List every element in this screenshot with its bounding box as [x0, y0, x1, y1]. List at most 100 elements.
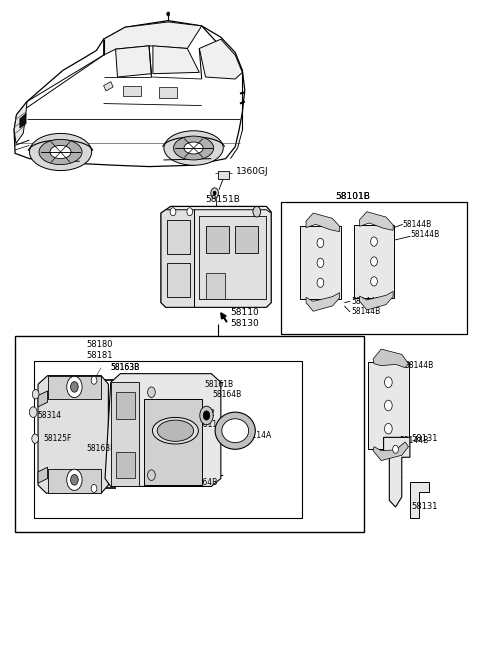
Text: 58164B: 58164B [189, 478, 218, 487]
Circle shape [148, 470, 156, 481]
Ellipse shape [164, 131, 223, 166]
Ellipse shape [184, 142, 203, 154]
Ellipse shape [29, 134, 92, 171]
Circle shape [187, 207, 192, 215]
Ellipse shape [173, 136, 214, 160]
Circle shape [211, 188, 218, 198]
Circle shape [317, 258, 324, 267]
Polygon shape [20, 114, 26, 128]
Circle shape [91, 376, 97, 384]
Polygon shape [410, 482, 429, 518]
Polygon shape [111, 382, 140, 487]
Polygon shape [306, 293, 339, 311]
Ellipse shape [50, 146, 71, 159]
Text: 58130: 58130 [230, 319, 259, 328]
Ellipse shape [157, 420, 193, 442]
Bar [354, 225, 395, 298]
Circle shape [32, 434, 38, 444]
Ellipse shape [222, 419, 249, 443]
Text: 58144B: 58144B [405, 361, 434, 370]
Text: 58131: 58131 [411, 434, 438, 443]
Polygon shape [194, 209, 271, 307]
Circle shape [200, 406, 213, 425]
Bar [144, 399, 202, 485]
Polygon shape [384, 438, 410, 507]
Text: 58144B: 58144B [403, 220, 432, 229]
Polygon shape [48, 469, 101, 493]
Ellipse shape [153, 418, 198, 444]
Polygon shape [38, 467, 48, 483]
Circle shape [32, 390, 39, 399]
Bar [300, 226, 341, 299]
Polygon shape [360, 211, 393, 230]
Text: 58131: 58131 [411, 502, 438, 511]
Text: 58181: 58181 [86, 350, 112, 360]
Polygon shape [153, 46, 199, 74]
Polygon shape [116, 46, 152, 77]
Bar [116, 392, 135, 419]
Text: 58163B: 58163B [86, 444, 115, 453]
Text: 58125F: 58125F [44, 434, 72, 443]
Bar [205, 273, 225, 299]
Polygon shape [48, 376, 101, 399]
Text: 58151B: 58151B [205, 196, 240, 204]
Text: 58113: 58113 [198, 420, 222, 428]
Polygon shape [306, 213, 339, 231]
Bar [167, 263, 190, 297]
Text: 58110: 58110 [230, 308, 259, 317]
Polygon shape [105, 374, 221, 487]
Text: 58101B: 58101B [336, 192, 371, 201]
Polygon shape [373, 442, 408, 461]
Polygon shape [14, 102, 27, 144]
Bar [34, 361, 302, 518]
Circle shape [317, 238, 324, 247]
Bar [368, 362, 408, 449]
Text: 58101B: 58101B [336, 192, 371, 201]
Circle shape [393, 446, 398, 454]
Bar [205, 226, 228, 253]
Bar [158, 87, 177, 98]
Circle shape [317, 278, 324, 287]
Polygon shape [104, 22, 202, 55]
Text: 58112: 58112 [191, 409, 215, 418]
Text: 58161B: 58161B [204, 380, 233, 389]
Bar [235, 226, 258, 253]
Text: 58162B: 58162B [174, 467, 204, 476]
Text: 58144B: 58144B [351, 307, 380, 317]
Bar [116, 452, 135, 479]
Circle shape [91, 485, 97, 492]
Circle shape [371, 237, 377, 246]
Circle shape [203, 411, 210, 420]
Ellipse shape [215, 412, 255, 450]
Circle shape [371, 277, 377, 286]
Circle shape [67, 376, 82, 398]
Circle shape [71, 382, 78, 392]
Text: 58125C: 58125C [72, 388, 101, 397]
Text: 1360GJ: 1360GJ [236, 168, 269, 176]
Polygon shape [373, 349, 408, 368]
Circle shape [148, 387, 156, 398]
Text: 58164B: 58164B [213, 390, 242, 400]
Bar [123, 86, 141, 96]
Circle shape [253, 206, 261, 217]
Circle shape [371, 257, 377, 266]
Circle shape [29, 407, 37, 418]
Polygon shape [104, 82, 113, 91]
Circle shape [67, 469, 82, 491]
Text: 58144B: 58144B [410, 231, 440, 239]
Bar [167, 219, 190, 254]
Polygon shape [161, 206, 271, 307]
Text: 58144B: 58144B [351, 297, 380, 306]
Bar [217, 171, 229, 178]
Polygon shape [14, 21, 245, 167]
Circle shape [167, 12, 169, 16]
Text: 58163B: 58163B [111, 363, 140, 372]
Text: 58314: 58314 [37, 411, 61, 420]
Text: 58180: 58180 [86, 340, 112, 349]
Circle shape [213, 191, 216, 195]
Bar [281, 201, 468, 334]
Circle shape [384, 377, 392, 388]
Circle shape [170, 207, 176, 215]
Polygon shape [38, 376, 108, 493]
Bar [15, 336, 364, 532]
